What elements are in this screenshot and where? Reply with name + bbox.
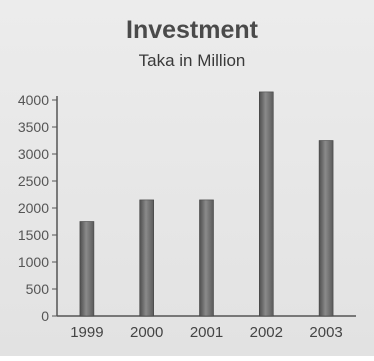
y-tick-label: 2500 <box>18 173 49 189</box>
bar-2001 <box>199 199 214 317</box>
x-tick-label: 2003 <box>309 324 342 341</box>
bar-1999 <box>79 221 95 317</box>
x-tick-label: 1999 <box>70 324 103 341</box>
x-tick-label: 2002 <box>250 324 283 341</box>
bar-2002 <box>258 91 274 317</box>
y-tick-label: 2000 <box>18 200 49 216</box>
bar-2003 <box>318 140 334 317</box>
y-tick-label: 1500 <box>18 227 49 243</box>
bar-2000 <box>139 199 154 317</box>
x-axis-ticks: 1999 2000 2001 2002 2003 <box>70 324 343 341</box>
chart-title: Investment <box>126 16 259 44</box>
y-tick-label: 3500 <box>18 119 49 135</box>
x-tick-label: 2000 <box>130 324 163 341</box>
y-axis-ticks: 0 500 1000 1500 2000 2500 3000 3500 4000 <box>18 92 57 324</box>
y-tick-label: 1000 <box>18 254 49 270</box>
y-tick-label: 3000 <box>18 146 49 162</box>
y-tick-label: 500 <box>26 281 50 297</box>
y-tick-label: 0 <box>41 308 49 324</box>
y-tick-label: 4000 <box>18 92 49 108</box>
x-tick-label: 2001 <box>190 324 223 341</box>
chart-subtitle: Taka in Million <box>139 51 246 70</box>
bars <box>79 91 334 317</box>
